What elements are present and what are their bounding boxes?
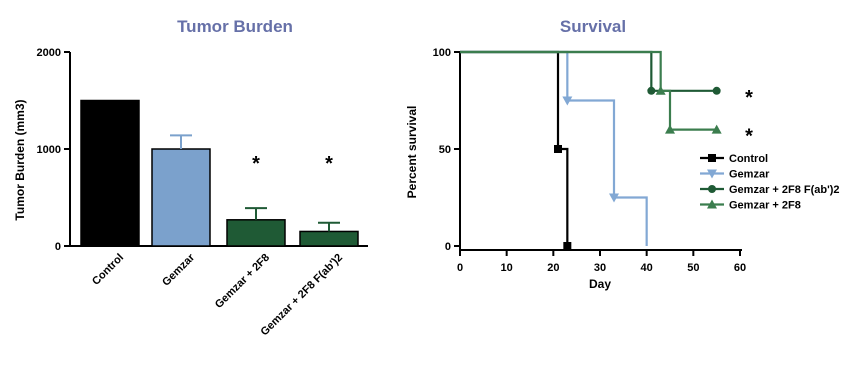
tumor-burden-chart: Tumor Burden Tumor Burden (mm3) 0 1000 200… <box>13 17 368 338</box>
legend-label: Gemzar + 2F8 <box>729 200 801 212</box>
survival-x-tick-label: 30 <box>594 262 606 274</box>
survival-data-point <box>609 193 619 203</box>
legend-marker <box>707 199 717 209</box>
survival-x-tick-label: 60 <box>734 262 746 274</box>
survival-y-axis-label: Percent survival <box>405 106 419 199</box>
survival-data-point <box>554 145 562 153</box>
survival-chart-title: Survival <box>560 17 626 36</box>
survival-series-line <box>460 50 648 246</box>
significance-mark: * <box>745 126 753 148</box>
bar-y-tick-label: 0 <box>55 241 61 253</box>
bar <box>299 230 359 247</box>
survival-series-line <box>460 50 717 131</box>
legend-marker <box>708 185 716 193</box>
survival-x-tick-label: 40 <box>641 262 653 274</box>
category-label: Gemzar <box>160 251 198 289</box>
category-label: Gemzar + 2F8 F(ab')2 <box>258 252 345 339</box>
legend-marker <box>708 154 716 162</box>
survival-chart: Survival Percent survival Day 0 50 100 0 10 2… <box>405 17 840 291</box>
bar <box>151 148 211 247</box>
legend-marker <box>707 169 717 179</box>
bar <box>226 219 286 247</box>
survival-x-tick-label: 50 <box>687 262 699 274</box>
bar-y-tick-label: 2000 <box>37 47 61 59</box>
legend-label: Gemzar <box>729 169 770 181</box>
category-label: Gemzar + 2F8 <box>213 252 272 311</box>
bar-chart-title: Tumor Burden <box>177 17 293 36</box>
significance-mark: * <box>252 153 260 175</box>
bar <box>80 99 140 247</box>
survival-y-tick-label: 0 <box>445 241 451 253</box>
survival-data-point <box>563 242 572 250</box>
survival-x-axis-label: Day <box>589 277 611 291</box>
legend-label: Control <box>729 153 768 165</box>
legend-label: Gemzar + 2F8 F(ab')2 <box>729 184 840 196</box>
survival-data-point <box>712 86 721 95</box>
survival-data-point <box>665 124 675 134</box>
survival-data-point <box>647 86 656 95</box>
survival-x-tick-label: 0 <box>457 262 463 274</box>
survival-x-tick-label: 10 <box>501 262 513 274</box>
significance-mark: * <box>745 87 753 109</box>
significance-mark: * <box>325 153 333 175</box>
survival-x-tick-label: 20 <box>547 262 559 274</box>
bar-y-tick-label: 1000 <box>37 144 61 156</box>
category-label: Control <box>90 252 126 288</box>
survival-data-point <box>655 85 666 95</box>
survival-series-line <box>460 50 717 92</box>
survival-y-tick-label: 100 <box>433 47 451 59</box>
survival-series-line <box>460 50 569 246</box>
survival-data-point <box>711 124 722 134</box>
bar-y-axis-label: Tumor Burden (mm3) <box>13 99 27 220</box>
survival-y-tick-label: 50 <box>439 144 451 156</box>
survival-data-point <box>562 96 573 106</box>
